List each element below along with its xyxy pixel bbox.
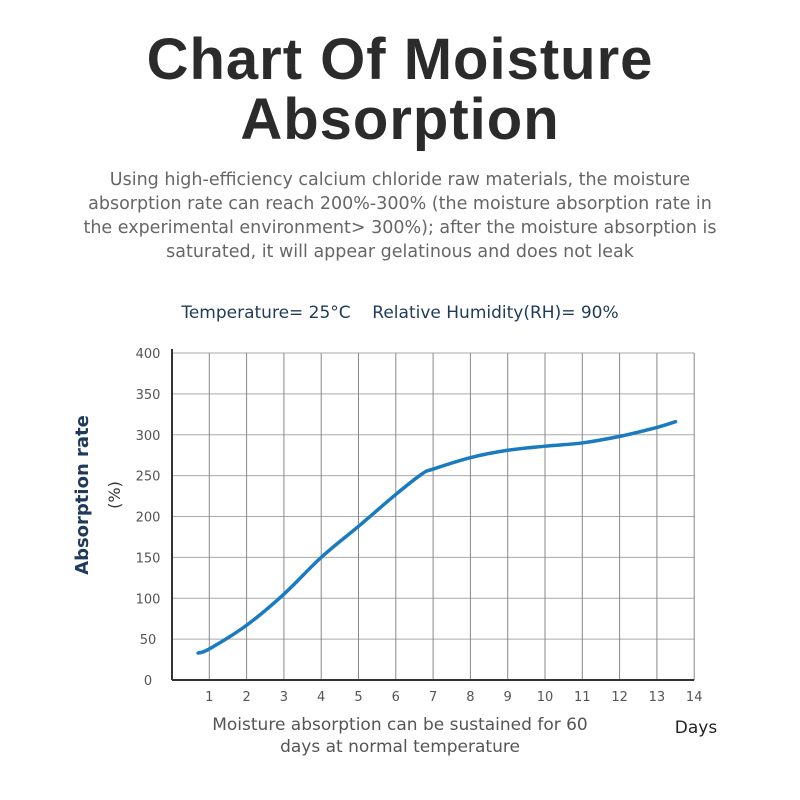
x-tick-label: 13 — [649, 690, 666, 705]
x-tick-label: 1 — [205, 690, 213, 705]
x-tick-label: 5 — [354, 690, 362, 705]
x-tick-label: 14 — [686, 690, 703, 705]
y-axis-label: Absorption rate — [72, 415, 93, 575]
y-tick-label: 400 — [136, 347, 161, 362]
x-tick-label: 3 — [280, 690, 288, 705]
y-tick-label: 300 — [136, 429, 161, 444]
page-title: Chart Of Moisture Absorption — [146, 27, 654, 152]
y-tick-label: 150 — [136, 551, 161, 566]
y-tick-label: 0 — [144, 674, 152, 689]
x-tick-label: 2 — [242, 690, 250, 705]
y-tick-label: 250 — [136, 470, 161, 485]
y-tick-label: 100 — [136, 592, 161, 607]
y-tick-label: 50 — [140, 633, 157, 648]
x-tick-label: 10 — [537, 690, 554, 705]
footnote: Moisture absorption can be sustained for… — [212, 715, 588, 757]
x-tick-label: 7 — [429, 690, 437, 705]
description: Using high-efficiency calcium chloride r… — [83, 170, 717, 262]
x-tick-label: 6 — [392, 690, 400, 705]
x-tick-label: 11 — [574, 690, 591, 705]
x-axis-label: Days — [675, 718, 718, 738]
x-tick-label: 9 — [504, 690, 512, 705]
y-tick-label: 200 — [136, 511, 161, 526]
y-tick-label: 350 — [136, 388, 161, 403]
y-axis-unit: (%) — [105, 481, 124, 509]
x-tick-label: 4 — [317, 690, 325, 705]
x-tick-label: 12 — [611, 690, 628, 705]
x-tick-label: 8 — [466, 690, 474, 705]
series-line — [196, 419, 678, 655]
test-conditions: Temperature= 25°C Relative Humidity(RH)=… — [181, 303, 619, 323]
